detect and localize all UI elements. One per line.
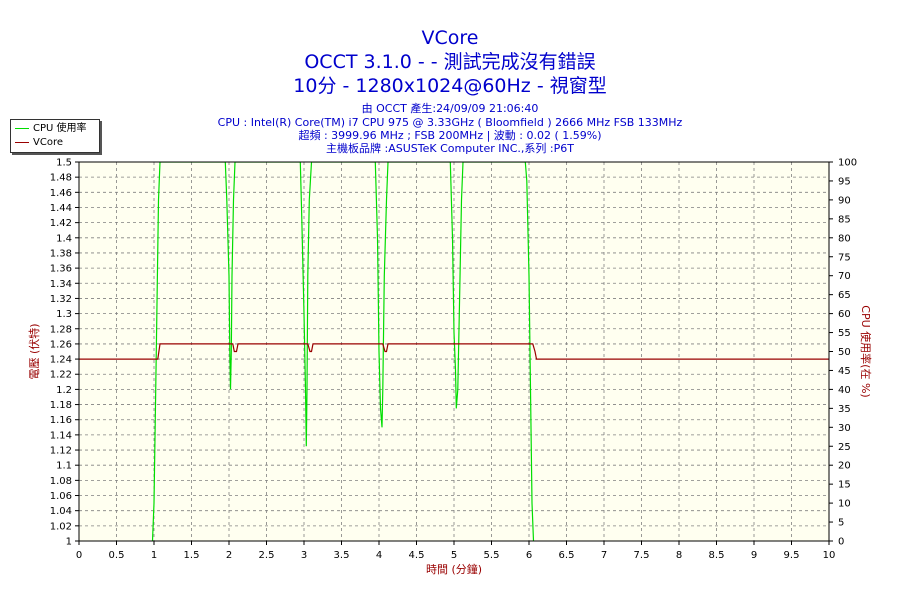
info-motherboard: 主機板品牌 :ASUSTeK Computer INC.,系列 :P6T (326, 142, 574, 155)
y-left-tick-label: 1.28 (50, 324, 72, 335)
x-tick-label: 7.5 (634, 550, 650, 561)
y-left-tick-label: 1.2 (56, 385, 72, 396)
y-right-tick-label: 40 (838, 385, 851, 396)
info-cpu: CPU : Intel(R) Core(TM) i7 CPU 975 @ 3.3… (217, 116, 683, 129)
x-tick-label: 6.5 (559, 550, 575, 561)
chart-subtitle-test: OCCT 3.1.0 - - 測試完成沒有錯誤 (304, 51, 596, 73)
y-left-tick-label: 1.02 (50, 521, 72, 532)
y-left-tick-label: 1.18 (50, 400, 72, 411)
y-left-tick-label: 1.14 (50, 430, 72, 441)
y-left-tick-label: 1.44 (50, 203, 72, 214)
y-right-tick-label: 75 (838, 252, 851, 263)
y-left-tick-label: 1.26 (50, 339, 72, 350)
x-tick-label: 2.5 (259, 550, 275, 561)
y-left-tick-label: 1.12 (50, 446, 72, 457)
x-tick-label: 3.5 (334, 550, 350, 561)
y-right-tick-label: 65 (838, 290, 851, 301)
x-tick-label: 10 (823, 550, 836, 561)
x-tick-label: 1.5 (184, 550, 200, 561)
y-left-tick-label: 1.16 (50, 415, 72, 426)
x-tick-label: 8 (676, 550, 682, 561)
x-tick-label: 8.5 (709, 550, 725, 561)
legend-label-vcore: VCore (33, 137, 63, 148)
x-tick-label: 2 (226, 550, 232, 561)
y-left-tick-label: 1 (66, 537, 72, 548)
y-right-tick-label: 15 (838, 480, 851, 491)
x-tick-label: 6 (526, 550, 532, 561)
y-right-tick-label: 80 (838, 233, 851, 244)
y-right-tick-label: 85 (838, 214, 851, 225)
y-left-tick-label: 1.48 (50, 173, 72, 184)
y-right-tick-label: 0 (838, 537, 844, 548)
y-right-tick-label: 70 (838, 271, 851, 282)
y-left-tick-label: 1.34 (50, 279, 72, 290)
x-tick-label: 3 (301, 550, 307, 561)
legend-swatch-vcore (15, 141, 29, 143)
y-left-tick-label: 1.06 (50, 491, 72, 502)
legend-swatch-cpu (15, 127, 29, 129)
legend-label-cpu: CPU 使用率 (33, 123, 87, 134)
x-axis-label: 時間 (分鐘) (426, 562, 482, 576)
x-tick-label: 4.5 (409, 550, 425, 561)
x-tick-label: 1 (151, 550, 157, 561)
y-right-tick-label: 20 (838, 461, 851, 472)
series-line-vcore (79, 343, 829, 360)
legend-item-cpu: CPU 使用率 (15, 122, 87, 135)
x-tick-label: 5 (451, 550, 457, 561)
y-left-tick-label: 1.46 (50, 188, 72, 199)
y-left-tick-label: 1.32 (50, 294, 72, 305)
y-left-tick-label: 1.22 (50, 370, 72, 381)
x-tick-label: 0 (76, 550, 82, 561)
y-right-tick-label: 50 (838, 347, 851, 358)
x-tick-label: 0.5 (109, 550, 125, 561)
y-right-tick-label: 45 (838, 366, 851, 377)
y-right-tick-label: 10 (838, 499, 851, 510)
y-right-tick-label: 100 (838, 158, 857, 169)
y-left-tick-label: 1.4 (56, 233, 72, 244)
chart-legend: CPU 使用率 VCore (10, 119, 100, 153)
y-right-tick-label: 90 (838, 195, 851, 206)
plot-area (79, 162, 829, 541)
y-left-axis-label: 電壓 (伏特) (27, 323, 41, 379)
y-right-tick-label: 25 (838, 442, 851, 453)
y-right-tick-label: 55 (838, 328, 851, 339)
x-tick-label: 4 (376, 550, 382, 561)
y-left-tick-label: 1.1 (56, 461, 72, 472)
chart-subtitle-mode: 10分 - 1280x1024@60Hz - 視窗型 (293, 75, 607, 97)
y-left-tick-label: 1.08 (50, 476, 72, 487)
series-line-cpu (151, 162, 535, 541)
y-left-tick-label: 1.36 (50, 264, 72, 275)
info-overclock: 超頻 : 3999.96 MHz ; FSB 200MHz | 波動 : 0.0… (298, 129, 602, 142)
x-tick-label: 7 (601, 550, 607, 561)
y-left-tick-label: 1.42 (50, 218, 72, 229)
x-tick-label: 5.5 (484, 550, 500, 561)
y-right-tick-label: 60 (838, 309, 851, 320)
y-left-tick-label: 1.24 (50, 355, 72, 366)
y-right-tick-label: 5 (838, 518, 844, 529)
y-left-tick-label: 1.5 (56, 158, 72, 169)
x-tick-label: 9 (751, 550, 757, 561)
y-left-tick-label: 1.38 (50, 248, 72, 259)
legend-item-vcore: VCore (15, 136, 63, 149)
x-tick-label: 9.5 (784, 550, 800, 561)
y-right-tick-label: 35 (838, 404, 851, 415)
y-right-axis-label: CPU 使用率(在 %) (859, 305, 873, 397)
info-generated: 由 OCCT 產生:24/09/09 21:06:40 (361, 102, 539, 115)
y-left-tick-label: 1.04 (50, 506, 72, 517)
y-right-tick-label: 30 (838, 423, 851, 434)
y-right-tick-label: 95 (838, 176, 851, 187)
plot-border (78, 161, 830, 542)
chart-title: VCore (421, 27, 479, 49)
y-left-tick-label: 1.3 (56, 309, 72, 320)
